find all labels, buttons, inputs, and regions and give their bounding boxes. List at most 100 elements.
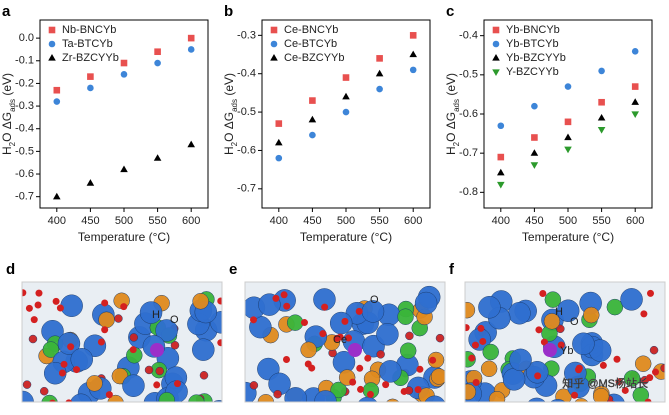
- marker-square: [87, 73, 94, 80]
- atom: [465, 301, 476, 319]
- atom: [415, 403, 423, 411]
- atom: [170, 341, 180, 350]
- marker-square: [309, 97, 316, 104]
- y-axis-label-part: ads: [230, 99, 239, 112]
- atom-label: O: [170, 314, 179, 326]
- marker-circle: [87, 84, 94, 92]
- atom: [649, 345, 659, 355]
- marker-circle: [492, 40, 500, 48]
- atom: [329, 311, 353, 335]
- y-tick-label: -0.1: [15, 55, 34, 67]
- oxygen: [35, 289, 43, 297]
- atom: [60, 294, 83, 317]
- atom: [284, 387, 307, 402]
- atom: [376, 350, 385, 359]
- oxygen: [30, 316, 38, 324]
- marker-circle: [270, 40, 278, 48]
- atom: [190, 407, 198, 415]
- atom: [257, 394, 275, 402]
- legend-label: Yb-BZCYYb: [506, 52, 566, 64]
- marker-triangle-down: [530, 162, 539, 169]
- y-tick-label: -0.5: [237, 106, 256, 118]
- atom: [114, 314, 123, 323]
- x-tick-label: 500: [337, 215, 355, 227]
- structure: O Ce: [245, 282, 445, 411]
- atom: [249, 381, 259, 390]
- oxygen: [479, 337, 487, 345]
- atom: [592, 387, 610, 402]
- oxygen: [321, 303, 329, 311]
- marker-square: [497, 153, 505, 161]
- oxygen: [644, 398, 652, 402]
- oxygen: [621, 386, 629, 394]
- oxygen: [575, 364, 583, 372]
- atom: [199, 371, 209, 380]
- legend-label: Ce-BTCYb: [284, 38, 337, 50]
- oxygen: [557, 341, 565, 349]
- marker-triangle: [375, 69, 384, 77]
- y-tick-label: -0.7: [15, 191, 34, 203]
- oxygen: [355, 307, 363, 315]
- atom: [192, 293, 209, 310]
- image-border: [464, 281, 666, 403]
- y-tick-label: -0.7: [237, 183, 256, 195]
- marker-triangle: [530, 149, 539, 156]
- atom: [405, 331, 414, 341]
- oxygen: [341, 317, 349, 325]
- panel-label: d: [6, 261, 15, 278]
- y-axis-label-part: (eV): [0, 73, 14, 99]
- marker-circle: [376, 85, 383, 93]
- marker-triangle: [308, 115, 317, 123]
- atom: [424, 395, 445, 402]
- oxygen: [101, 299, 109, 307]
- atom: [385, 398, 400, 402]
- atom: [526, 361, 549, 384]
- oxygen: [283, 302, 291, 310]
- atom: [543, 313, 561, 330]
- oxygen: [22, 289, 27, 297]
- marker-triangle-down: [497, 181, 505, 189]
- x-tick-label: 450: [303, 215, 321, 227]
- oxygen: [349, 378, 357, 386]
- oxygen: [336, 333, 344, 341]
- oxygen: [615, 378, 623, 386]
- watermark: 知乎 @MS杨站长: [562, 376, 648, 390]
- oxygen: [416, 365, 424, 373]
- marker-triangle: [270, 54, 278, 61]
- structure-image: HO Yb: [464, 281, 666, 403]
- marker-square: [270, 26, 278, 34]
- atom: [556, 299, 580, 322]
- oxygen: [646, 289, 654, 297]
- oxygen: [571, 391, 579, 399]
- x-axis-label: Temperature (°C): [300, 230, 392, 244]
- marker-triangle: [342, 92, 350, 100]
- y-axis-label-part: (eV): [444, 73, 458, 99]
- x-tick-label: 400: [270, 215, 288, 227]
- marker-square: [48, 26, 56, 34]
- oxygen: [345, 334, 353, 342]
- marker-triangle: [409, 50, 417, 58]
- atom: [606, 298, 624, 316]
- oxygen: [468, 354, 476, 362]
- x-tick-label: 550: [370, 215, 388, 227]
- atom: [544, 291, 562, 308]
- atom: [192, 338, 215, 361]
- marker-triangle-down: [492, 69, 500, 76]
- legend-label: Ce-BNCYb: [284, 24, 338, 36]
- oxygen: [319, 330, 327, 338]
- atom: [634, 355, 652, 372]
- marker-circle: [187, 46, 195, 53]
- x-tick-label: 600: [626, 215, 644, 227]
- oxygen: [356, 364, 364, 372]
- x-tick-label: 400: [48, 215, 66, 227]
- y-tick-label: -0.8: [459, 186, 478, 198]
- atom: [430, 368, 445, 385]
- y-tick-label: -0.7: [459, 147, 478, 159]
- atom: [550, 399, 566, 402]
- oxygen: [25, 304, 33, 312]
- atom: [376, 323, 399, 346]
- marker-triangle-down: [597, 127, 606, 134]
- atom: [435, 333, 445, 343]
- y-tick-label: -0.3: [237, 29, 256, 41]
